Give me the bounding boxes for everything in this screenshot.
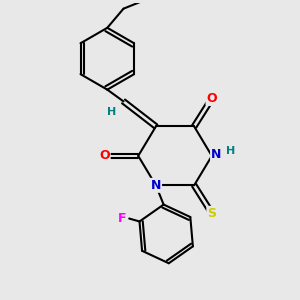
- Text: F: F: [118, 212, 126, 225]
- Text: H: H: [107, 107, 116, 117]
- Text: S: S: [207, 207, 216, 220]
- Text: N: N: [151, 179, 161, 192]
- Text: N: N: [211, 148, 221, 161]
- Text: O: O: [206, 92, 217, 105]
- Text: O: O: [99, 149, 110, 162]
- Text: H: H: [226, 146, 236, 157]
